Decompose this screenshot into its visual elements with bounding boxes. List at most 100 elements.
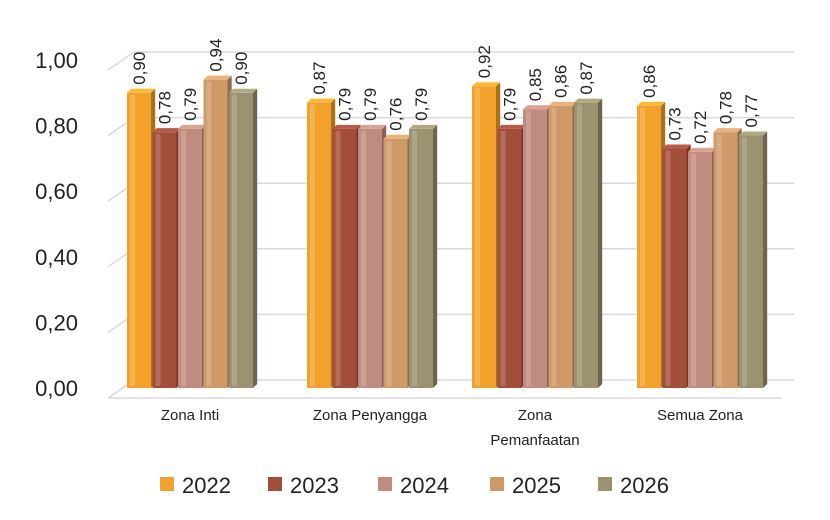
data-label: 0,77 bbox=[742, 94, 761, 127]
data-label: 0,90 bbox=[130, 52, 149, 85]
legend-item: 2025 bbox=[490, 473, 561, 498]
y-tick-label: 1,00 bbox=[35, 48, 78, 73]
bar-highlight bbox=[155, 134, 161, 386]
bar-side bbox=[598, 98, 603, 388]
bar-top bbox=[307, 98, 336, 103]
legend-item: 2024 bbox=[378, 473, 449, 498]
bar-side bbox=[763, 131, 768, 388]
bar-top bbox=[688, 147, 717, 152]
bar-front bbox=[409, 128, 433, 388]
bar-front bbox=[178, 128, 202, 388]
legend-label: 2025 bbox=[512, 473, 561, 498]
bar-top bbox=[332, 124, 361, 129]
bar-top bbox=[358, 124, 387, 129]
bar-highlight bbox=[361, 130, 366, 386]
bar-front bbox=[383, 138, 408, 388]
legend-label: 2026 bbox=[620, 473, 669, 498]
legend-item: 2026 bbox=[598, 473, 669, 498]
bar-top bbox=[662, 144, 691, 149]
bar-highlight bbox=[181, 130, 186, 386]
bar-highlight bbox=[665, 150, 671, 386]
data-label: 0,86 bbox=[640, 65, 659, 98]
y-tick-label: 0,00 bbox=[35, 376, 78, 401]
bar-side bbox=[253, 88, 258, 389]
data-label: 0,79 bbox=[412, 88, 431, 121]
data-label: 0,79 bbox=[361, 88, 380, 121]
bar-top bbox=[203, 75, 232, 80]
x-tick-label: Pemanfaatan bbox=[490, 432, 579, 449]
bar-front bbox=[713, 132, 738, 388]
bar-top bbox=[472, 82, 501, 87]
legend-swatch bbox=[490, 477, 504, 491]
bar bbox=[383, 134, 412, 388]
bar bbox=[358, 124, 387, 388]
data-label: 0,79 bbox=[181, 88, 200, 121]
legend-swatch bbox=[160, 477, 174, 491]
bar-top bbox=[739, 131, 768, 136]
bar-side bbox=[433, 124, 438, 388]
bar-top bbox=[497, 124, 526, 129]
x-tick-label: Zona bbox=[518, 407, 553, 424]
bar-top bbox=[574, 98, 603, 103]
bar-front bbox=[229, 92, 253, 389]
data-label: 0,73 bbox=[666, 107, 685, 140]
bar-front bbox=[574, 102, 598, 388]
bar-front bbox=[127, 92, 151, 389]
data-label: 0,86 bbox=[552, 65, 571, 98]
bar bbox=[409, 124, 438, 388]
legend-label: 2024 bbox=[400, 473, 449, 498]
bar-front bbox=[662, 148, 687, 388]
bar-front bbox=[637, 105, 661, 389]
x-tick-label: Zona Inti bbox=[161, 407, 219, 424]
bar-front bbox=[688, 151, 712, 388]
data-label: 0,87 bbox=[577, 62, 596, 95]
bar-front bbox=[739, 135, 763, 388]
x-tick-label: Semua Zona bbox=[657, 407, 744, 424]
bar bbox=[662, 144, 691, 388]
bar-highlight bbox=[386, 140, 392, 386]
data-label: 0,78 bbox=[717, 91, 736, 124]
bars: 0,90 0,78 0,79 0,94 0,90 0,87 0,79 0,79 0,76 0,79… bbox=[127, 39, 768, 389]
bar-front bbox=[523, 109, 547, 388]
bar bbox=[574, 98, 603, 388]
y-axis-ticks: 0,00 0,20 0,40 0,60 0,80 1,00 bbox=[35, 48, 78, 401]
bar-highlight bbox=[335, 130, 341, 386]
legend-item: 2022 bbox=[160, 473, 231, 498]
bar bbox=[178, 124, 207, 388]
data-label: 0,79 bbox=[336, 88, 355, 121]
legend: 2022 2023 2024 2025 2026 bbox=[160, 473, 669, 498]
data-label: 0,78 bbox=[156, 91, 175, 124]
bar-top bbox=[523, 105, 552, 110]
bar bbox=[637, 101, 666, 389]
bar-top bbox=[127, 88, 156, 93]
bar-top bbox=[152, 128, 181, 133]
bar-front bbox=[497, 128, 522, 388]
data-label: 0,72 bbox=[691, 111, 710, 144]
bar bbox=[497, 124, 526, 388]
bar-top bbox=[713, 128, 742, 133]
bar bbox=[548, 101, 577, 389]
bar-front bbox=[332, 128, 357, 388]
y-tick-label: 0,40 bbox=[35, 245, 78, 270]
bar-top bbox=[383, 134, 412, 139]
bar-highlight bbox=[500, 130, 506, 386]
bar bbox=[203, 75, 232, 389]
bar-front bbox=[203, 79, 228, 389]
data-label: 0,87 bbox=[310, 62, 329, 95]
legend-label: 2023 bbox=[290, 473, 339, 498]
bar bbox=[739, 131, 768, 388]
data-label: 0,79 bbox=[501, 88, 520, 121]
bar bbox=[307, 98, 336, 388]
bar-front bbox=[358, 128, 382, 388]
bar bbox=[688, 147, 717, 388]
data-label: 0,76 bbox=[387, 98, 406, 131]
bar-highlight bbox=[310, 104, 315, 386]
bar bbox=[332, 124, 361, 388]
legend-item: 2023 bbox=[268, 473, 339, 498]
bar-highlight bbox=[742, 137, 747, 386]
bar-top bbox=[637, 101, 666, 106]
legend-label: 2022 bbox=[182, 473, 231, 498]
bar-highlight bbox=[412, 130, 417, 386]
bar-front bbox=[152, 132, 177, 388]
